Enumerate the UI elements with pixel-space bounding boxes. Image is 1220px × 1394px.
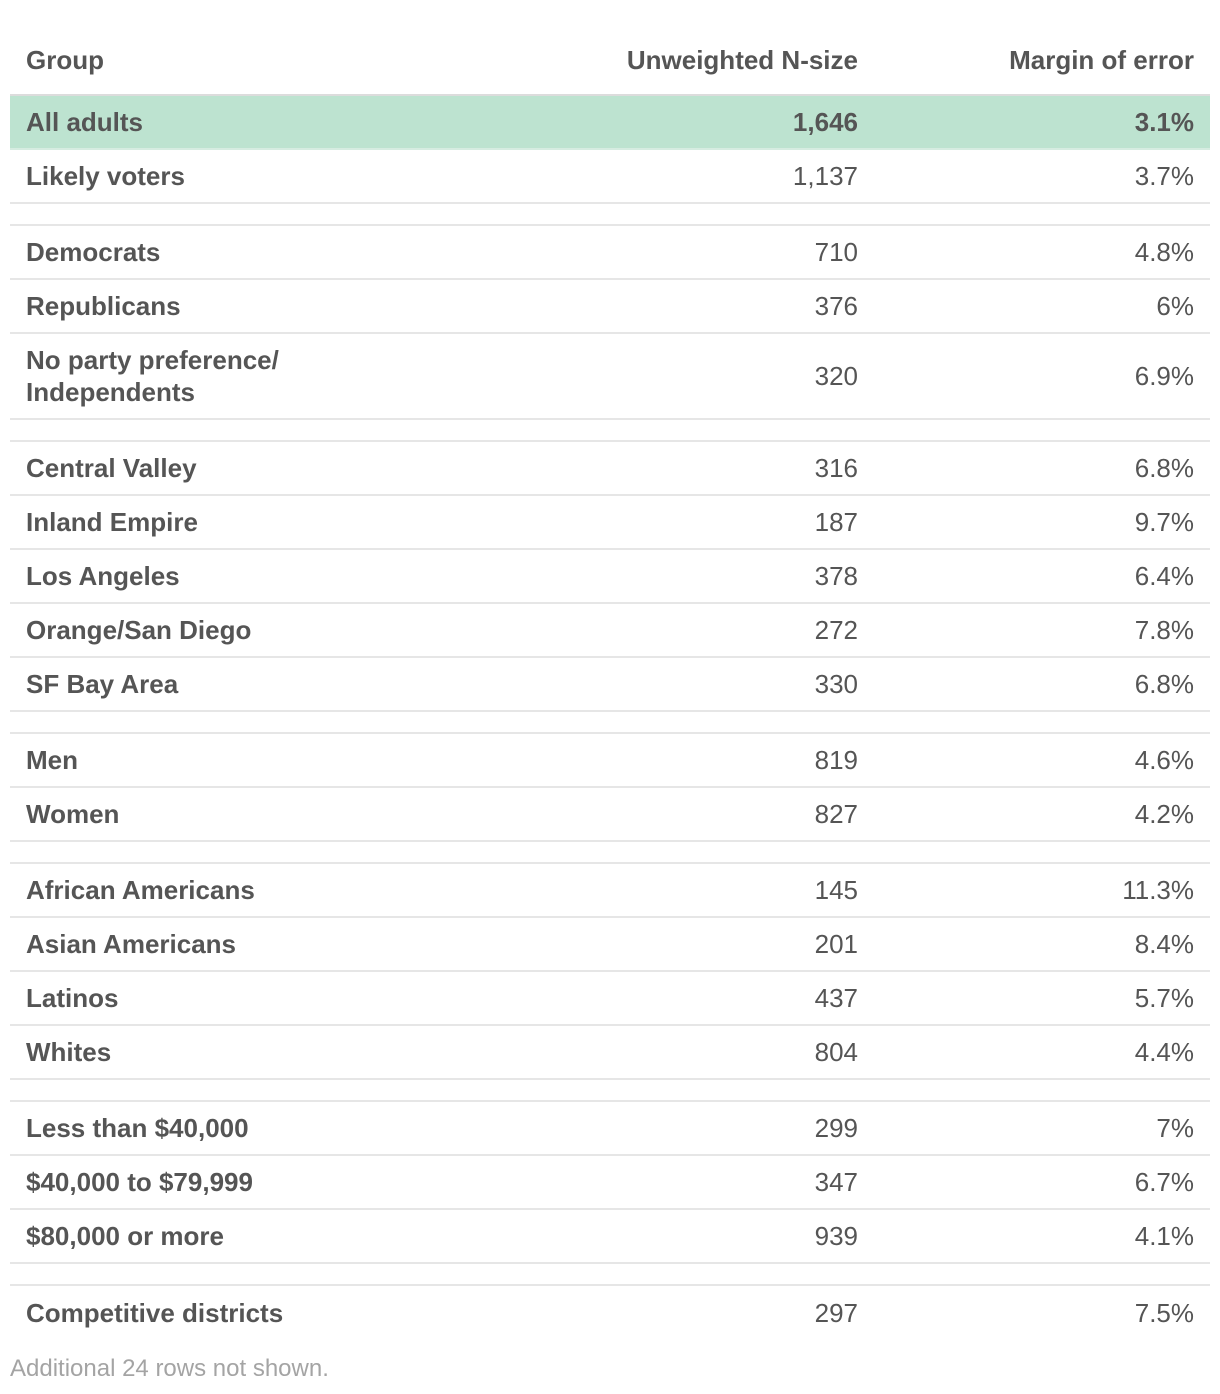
row-n-size: 1,137	[792, 161, 858, 191]
row-n-size: 939	[814, 1221, 858, 1251]
row-margin: 4.8%	[1134, 237, 1194, 267]
row-margin: 7.5%	[1134, 1298, 1194, 1328]
row-n-size: 827	[814, 799, 858, 829]
row-n-size: 378	[814, 561, 858, 591]
header-margin-of-error[interactable]: Margin of error	[1009, 45, 1194, 75]
header-n-size[interactable]: Unweighted N-size	[626, 45, 858, 75]
row-n-size: 710	[814, 237, 858, 267]
row-margin: 7%	[1156, 1113, 1194, 1143]
table-row: African Americans 145 11.3%	[10, 864, 1210, 918]
footnote: Additional 24 rows not shown.	[10, 1355, 329, 1382]
row-group: Likely voters	[26, 161, 185, 191]
table-row: Asian Americans 201 8.4%	[10, 918, 1210, 972]
table-row-highlighted: All adults 1,646 3.1%	[10, 96, 1210, 150]
group-divider	[10, 842, 1210, 864]
row-group-line-1: No party preference/	[26, 345, 279, 375]
row-n-size: 272	[814, 615, 858, 645]
row-n-size: 437	[814, 983, 858, 1013]
row-margin: 6.4%	[1134, 561, 1194, 591]
row-margin: 5.7%	[1134, 983, 1194, 1013]
row-margin: 6.9%	[1134, 361, 1194, 391]
row-group: Women	[26, 799, 120, 829]
row-group: No party preference/ Independents	[26, 344, 546, 408]
row-margin: 6.8%	[1134, 669, 1194, 699]
group-divider	[10, 1080, 1210, 1102]
row-n-size: 201	[814, 929, 858, 959]
table-row: Republicans 376 6%	[10, 280, 1210, 334]
row-margin: 8.4%	[1134, 929, 1194, 959]
row-group: $40,000 to $79,999	[26, 1167, 253, 1197]
table-row: Latinos 437 5.7%	[10, 972, 1210, 1026]
row-group: Competitive districts	[26, 1298, 284, 1328]
table-row: Democrats 710 4.8%	[10, 226, 1210, 280]
table-row: Inland Empire 187 9.7%	[10, 496, 1210, 550]
group-divider	[10, 712, 1210, 734]
row-group: Inland Empire	[26, 507, 198, 537]
row-margin: 3.7%	[1134, 161, 1194, 191]
table-row: Competitive districts 297 7.5%	[10, 1286, 1210, 1340]
row-group: SF Bay Area	[26, 669, 179, 699]
group-divider	[10, 1264, 1210, 1286]
row-group: Whites	[26, 1037, 112, 1067]
row-margin: 3.1%	[1134, 107, 1194, 137]
table-row: Less than $40,000 299 7%	[10, 1102, 1210, 1156]
row-margin: 6.8%	[1134, 453, 1194, 483]
table-row: Orange/San Diego 272 7.8%	[10, 604, 1210, 658]
row-n-size: 187	[814, 507, 858, 537]
row-group: Republicans	[26, 291, 181, 321]
table-row: Women 827 4.2%	[10, 788, 1210, 842]
row-group: Central Valley	[26, 453, 197, 483]
row-group: Latinos	[26, 983, 119, 1013]
row-group: Less than $40,000	[26, 1113, 249, 1143]
row-n-size: 320	[814, 361, 858, 391]
table-row: Likely voters 1,137 3.7%	[10, 150, 1210, 204]
row-group: Democrats	[26, 237, 161, 267]
row-n-size: 1,646	[792, 107, 858, 137]
row-margin: 7.8%	[1134, 615, 1194, 645]
table-row: SF Bay Area 330 6.8%	[10, 658, 1210, 712]
row-n-size: 347	[814, 1167, 858, 1197]
row-n-size: 330	[814, 669, 858, 699]
row-margin: 4.2%	[1134, 799, 1194, 829]
row-margin: 6%	[1156, 291, 1194, 321]
row-margin: 4.4%	[1134, 1037, 1194, 1067]
row-group: $80,000 or more	[26, 1221, 225, 1251]
table-row: Central Valley 316 6.8%	[10, 442, 1210, 496]
row-margin: 11.3%	[1122, 875, 1194, 905]
row-margin: 4.1%	[1134, 1221, 1194, 1251]
table-header-row: Group Unweighted N-size Margin of error	[10, 0, 1210, 96]
row-group: Men	[26, 745, 78, 775]
group-divider	[10, 420, 1210, 442]
row-margin: 9.7%	[1134, 507, 1194, 537]
row-group: All adults	[26, 107, 144, 137]
row-group-line-2: Independents	[26, 377, 196, 407]
table-row: Los Angeles 378 6.4%	[10, 550, 1210, 604]
row-group: Asian Americans	[26, 929, 237, 959]
table-row: $40,000 to $79,999 347 6.7%	[10, 1156, 1210, 1210]
row-group: Los Angeles	[26, 561, 180, 591]
row-n-size: 145	[814, 875, 858, 905]
data-table: Group Unweighted N-size Margin of error …	[10, 0, 1210, 1340]
table-row: Whites 804 4.4%	[10, 1026, 1210, 1080]
group-divider	[10, 204, 1210, 226]
row-n-size: 819	[814, 745, 858, 775]
row-n-size: 804	[814, 1037, 858, 1067]
row-margin: 4.6%	[1134, 745, 1194, 775]
table-row: $80,000 or more 939 4.1%	[10, 1210, 1210, 1264]
row-group: African Americans	[26, 875, 255, 905]
row-n-size: 376	[814, 291, 858, 321]
table-row: No party preference/ Independents 320 6.…	[10, 334, 1210, 420]
header-group[interactable]: Group	[26, 45, 104, 75]
row-n-size: 297	[814, 1298, 858, 1328]
row-n-size: 316	[814, 453, 858, 483]
row-margin: 6.7%	[1134, 1167, 1194, 1197]
table-row: Men 819 4.6%	[10, 734, 1210, 788]
row-n-size: 299	[814, 1113, 858, 1143]
row-group: Orange/San Diego	[26, 615, 252, 645]
